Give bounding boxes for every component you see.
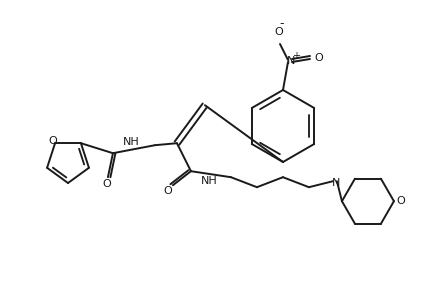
Text: O: O: [49, 136, 57, 146]
Text: N: N: [287, 56, 295, 66]
Text: NH: NH: [123, 137, 139, 147]
Text: N: N: [332, 178, 340, 188]
Text: O: O: [275, 27, 283, 37]
Text: O: O: [397, 196, 405, 206]
Text: O: O: [102, 179, 111, 189]
Text: -: -: [280, 17, 284, 31]
Text: +: +: [292, 51, 300, 61]
Text: O: O: [314, 53, 324, 63]
Text: NH: NH: [200, 176, 217, 186]
Text: O: O: [164, 186, 172, 196]
